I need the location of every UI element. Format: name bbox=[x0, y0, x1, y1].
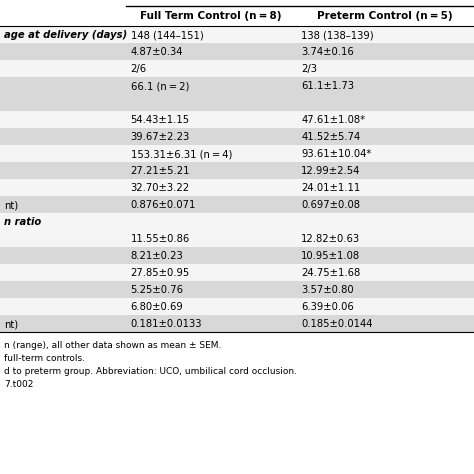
Text: Preterm Control (n = 5): Preterm Control (n = 5) bbox=[317, 11, 453, 21]
Text: 32.70±3.22: 32.70±3.22 bbox=[131, 183, 190, 193]
Text: 153.31±6.31 (n = 4): 153.31±6.31 (n = 4) bbox=[131, 149, 232, 159]
Text: 24.01±1.11: 24.01±1.11 bbox=[301, 183, 361, 193]
Text: n ratio: n ratio bbox=[4, 218, 41, 228]
Text: d to preterm group. Abbreviation: UCO, umbilical cord occlusion.: d to preterm group. Abbreviation: UCO, u… bbox=[4, 367, 297, 376]
Bar bbox=[0, 43, 474, 60]
Text: 54.43±1.15: 54.43±1.15 bbox=[131, 115, 190, 125]
Text: age at delivery (days): age at delivery (days) bbox=[4, 30, 127, 40]
Text: 0.876±0.071: 0.876±0.071 bbox=[131, 201, 196, 210]
Bar bbox=[0, 60, 474, 77]
Bar bbox=[0, 179, 474, 196]
Text: nt): nt) bbox=[4, 319, 18, 329]
Bar bbox=[0, 298, 474, 315]
Text: 2/3: 2/3 bbox=[301, 64, 317, 74]
Bar bbox=[0, 111, 474, 128]
Bar bbox=[0, 213, 474, 230]
Bar bbox=[0, 94, 474, 111]
Text: 0.181±0.0133: 0.181±0.0133 bbox=[131, 319, 202, 329]
Bar bbox=[0, 264, 474, 281]
Text: 3.74±0.16: 3.74±0.16 bbox=[301, 47, 354, 57]
Bar bbox=[0, 247, 474, 264]
Text: 12.99±2.54: 12.99±2.54 bbox=[301, 166, 361, 176]
Text: 47.61±1.08*: 47.61±1.08* bbox=[301, 115, 365, 125]
Text: 39.67±2.23: 39.67±2.23 bbox=[131, 132, 190, 142]
Bar bbox=[0, 230, 474, 247]
Text: 0.185±0.0144: 0.185±0.0144 bbox=[301, 319, 373, 329]
Text: 12.82±0.63: 12.82±0.63 bbox=[301, 234, 360, 245]
Text: 66.1 (n = 2): 66.1 (n = 2) bbox=[131, 82, 189, 91]
Text: 6.80±0.69: 6.80±0.69 bbox=[131, 302, 183, 312]
Text: 41.52±5.74: 41.52±5.74 bbox=[301, 132, 361, 142]
Text: 11.55±0.86: 11.55±0.86 bbox=[131, 234, 190, 245]
Text: 0.697±0.08: 0.697±0.08 bbox=[301, 201, 360, 210]
Text: 27.85±0.95: 27.85±0.95 bbox=[131, 268, 190, 278]
Bar bbox=[0, 26, 474, 43]
Text: 24.75±1.68: 24.75±1.68 bbox=[301, 268, 361, 278]
Text: 61.1±1.73: 61.1±1.73 bbox=[301, 82, 354, 91]
Text: 138 (138–139): 138 (138–139) bbox=[301, 30, 374, 40]
Text: 4.87±0.34: 4.87±0.34 bbox=[131, 47, 183, 57]
Bar bbox=[0, 128, 474, 145]
Text: 10.95±1.08: 10.95±1.08 bbox=[301, 251, 360, 261]
Text: Full Term Control (n = 8): Full Term Control (n = 8) bbox=[140, 11, 282, 21]
Bar bbox=[0, 281, 474, 298]
Bar bbox=[0, 196, 474, 213]
Text: 148 (144–151): 148 (144–151) bbox=[131, 30, 203, 40]
Text: 8.21±0.23: 8.21±0.23 bbox=[131, 251, 183, 261]
Bar bbox=[0, 77, 474, 94]
Bar bbox=[0, 145, 474, 162]
Text: nt): nt) bbox=[4, 201, 18, 210]
Text: 5.25±0.76: 5.25±0.76 bbox=[131, 285, 183, 295]
Text: n (range), all other data shown as mean ± SEM.: n (range), all other data shown as mean … bbox=[4, 341, 221, 350]
Text: 6.39±0.06: 6.39±0.06 bbox=[301, 302, 354, 312]
Text: 7.t002: 7.t002 bbox=[4, 380, 33, 389]
Text: 93.61±10.04*: 93.61±10.04* bbox=[301, 149, 372, 159]
Bar bbox=[0, 315, 474, 332]
Text: 27.21±5.21: 27.21±5.21 bbox=[131, 166, 190, 176]
Text: full-term controls.: full-term controls. bbox=[4, 354, 85, 363]
Text: 3.57±0.80: 3.57±0.80 bbox=[301, 285, 354, 295]
Bar bbox=[0, 162, 474, 179]
Text: 2/6: 2/6 bbox=[131, 64, 147, 74]
